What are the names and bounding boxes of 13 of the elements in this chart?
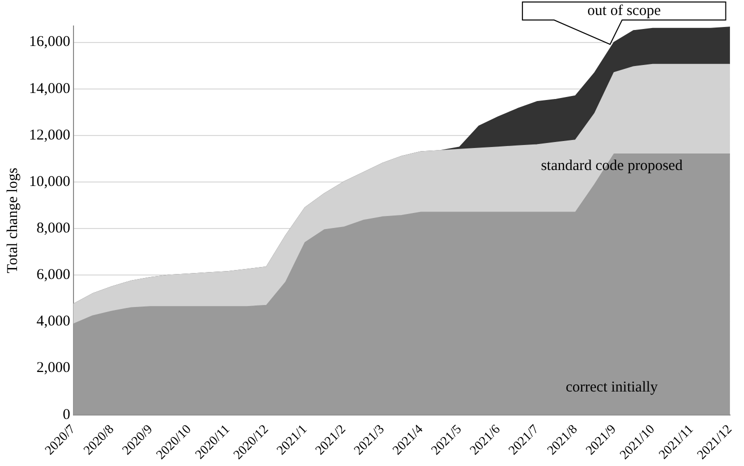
y-tick-label: 2,000 — [36, 360, 70, 376]
y-tick-label: 16,000 — [29, 34, 70, 50]
y-tick-label: 10,000 — [29, 174, 70, 190]
annotation: correct initially — [566, 380, 658, 396]
y-tick-label: 4,000 — [36, 314, 70, 330]
y-tick-label: 12,000 — [29, 127, 70, 144]
y-axis-title: Total change logs — [4, 167, 21, 274]
annotation: standard code proposed — [540, 158, 684, 174]
annotation: out of scope — [587, 2, 662, 19]
y-tick-label: 6,000 — [36, 267, 70, 284]
y-tick-label: 14,000 — [29, 80, 70, 97]
y-tick-label: 8,000 — [36, 220, 70, 237]
y-tick-label: 0 — [62, 406, 70, 423]
